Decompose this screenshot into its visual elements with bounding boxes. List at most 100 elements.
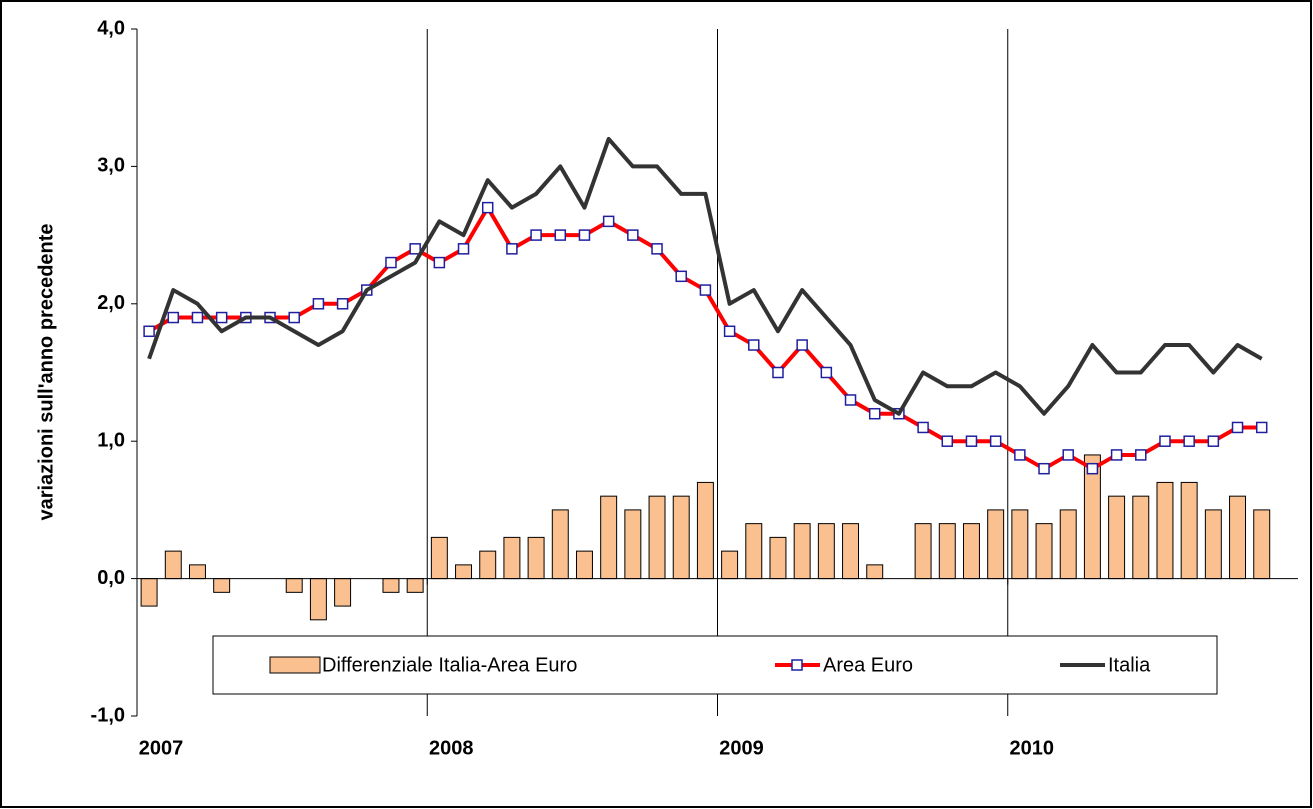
marker: [433, 256, 446, 269]
bar: [721, 550, 739, 580]
marker: [506, 243, 518, 255]
legend-box: [212, 635, 1218, 695]
bar: [213, 578, 231, 593]
y-tick-label: 2,0: [97, 292, 125, 314]
bar: [140, 578, 158, 607]
marker: [1231, 421, 1244, 434]
bar: [1204, 509, 1222, 580]
bar: [406, 578, 424, 593]
bar: [866, 564, 884, 580]
marker: [288, 311, 300, 324]
marker: [917, 421, 929, 434]
y-tick-label: 1,0: [97, 429, 125, 451]
y-axis-title: variazioni sull'anno precedente: [35, 223, 57, 520]
bar: [551, 509, 569, 580]
marker: [868, 407, 881, 420]
bar: [430, 536, 448, 580]
marker: [820, 366, 833, 379]
marker: [578, 229, 591, 241]
marker: [336, 298, 349, 310]
bar: [769, 536, 787, 580]
bar: [527, 536, 545, 580]
bar: [938, 523, 956, 580]
marker: [312, 298, 325, 310]
marker: [1135, 449, 1147, 461]
marker: [554, 229, 567, 241]
bar: [382, 578, 400, 593]
marker: [191, 311, 204, 324]
bar: [962, 523, 980, 580]
legend-swatch: [269, 656, 321, 674]
bar: [1229, 495, 1247, 580]
bar: [455, 564, 473, 580]
bar: [793, 523, 811, 580]
marker: [723, 325, 736, 338]
bar: [1253, 509, 1271, 580]
bar: [1011, 509, 1029, 580]
bar: [600, 495, 618, 580]
bar: [672, 495, 690, 580]
bar: [987, 509, 1005, 580]
marker: [796, 339, 808, 351]
y-tick-label: 4,0: [97, 17, 125, 39]
bar: [914, 523, 932, 580]
marker: [215, 311, 228, 324]
bar: [334, 578, 352, 607]
marker: [385, 256, 397, 269]
marker: [844, 394, 857, 406]
bar: [624, 509, 642, 580]
line: [147, 136, 1263, 416]
marker: [772, 366, 784, 379]
bar: [188, 564, 206, 580]
bar: [1108, 495, 1126, 580]
x-tick-label: 2008: [429, 737, 474, 759]
y-tick-label: -1,0: [91, 704, 125, 726]
bar: [1035, 523, 1053, 580]
marker: [965, 435, 978, 447]
marker: [1038, 462, 1050, 475]
marker: [748, 339, 760, 351]
bar: [503, 536, 521, 580]
bar: [575, 550, 593, 580]
marker: [941, 435, 954, 447]
y-tick-label: 3,0: [97, 155, 125, 177]
marker: [1207, 435, 1220, 447]
marker: [1086, 462, 1099, 475]
marker: [1110, 449, 1123, 461]
marker: [699, 284, 712, 296]
bar: [309, 578, 327, 621]
marker: [481, 201, 494, 214]
marker: [1183, 435, 1195, 447]
marker: [409, 243, 421, 255]
bar: [1059, 509, 1077, 580]
marker: [143, 325, 155, 338]
bar: [164, 550, 182, 580]
marker: [457, 243, 470, 255]
legend-label: Area Euro: [823, 654, 913, 676]
marker: [1255, 421, 1268, 434]
bar: [479, 550, 497, 580]
legend-label: Italia: [1108, 654, 1151, 676]
legend-marker: [791, 659, 803, 671]
marker: [602, 215, 615, 228]
x-tick-label: 2010: [1010, 737, 1055, 759]
bar: [696, 481, 714, 580]
bar: [648, 495, 666, 580]
x-tick-label: 2009: [719, 737, 764, 759]
bar: [1156, 481, 1174, 580]
marker: [167, 311, 180, 324]
marker: [530, 229, 542, 241]
bar: [842, 523, 860, 580]
legend-label: Differenziale Italia-Area Euro: [322, 654, 577, 676]
bar: [1180, 481, 1198, 580]
marker: [1014, 449, 1026, 461]
marker: [989, 435, 1002, 447]
bar: [745, 523, 763, 580]
bar: [817, 523, 835, 580]
x-tick-label: 2007: [139, 737, 184, 759]
marker: [651, 243, 663, 255]
marker: [1062, 449, 1074, 461]
marker: [627, 229, 639, 241]
bar: [285, 578, 303, 593]
